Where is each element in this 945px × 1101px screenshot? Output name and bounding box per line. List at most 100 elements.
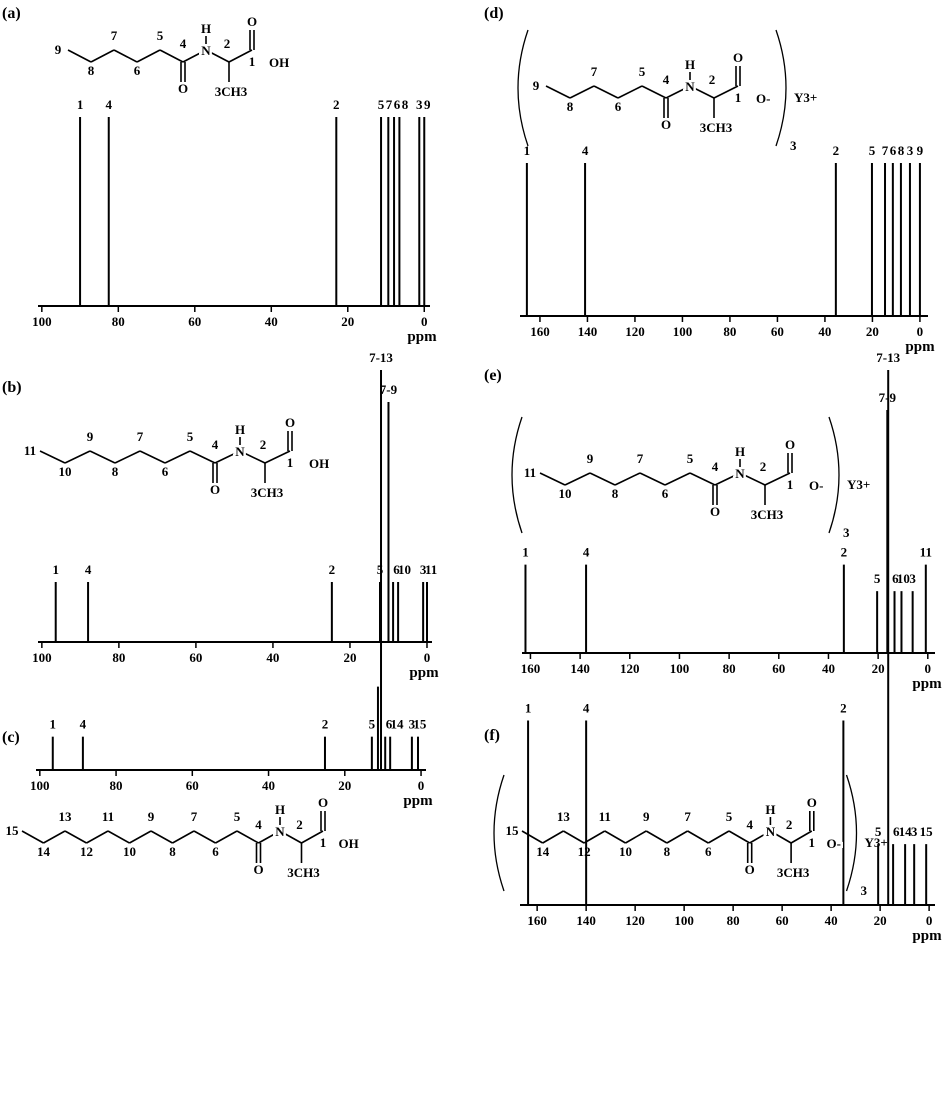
atom-number: 11 [102, 809, 114, 824]
peak-label: 6 [393, 562, 400, 577]
bond [159, 49, 184, 63]
bond [617, 85, 643, 99]
bond [21, 830, 44, 844]
x-tick-label: 20 [872, 661, 885, 676]
atom-number: 5 [157, 28, 164, 43]
atom-number: 11 [24, 443, 36, 458]
x-tick-label: 140 [578, 324, 598, 339]
peak-label: 10 [897, 571, 910, 586]
atom-number: 12 [578, 844, 591, 859]
bond [749, 830, 771, 844]
x-tick-label: 120 [620, 661, 640, 676]
peak-label: 5 [378, 97, 385, 112]
atom-label: OH [269, 55, 289, 70]
peak-label: 15 [920, 824, 934, 839]
bond [562, 830, 585, 844]
peak-label: 6 [386, 717, 393, 732]
x-tick-label: 140 [570, 661, 590, 676]
peak-label: 6 [892, 571, 899, 586]
peak-label: 6 [890, 143, 897, 158]
bond [150, 830, 173, 844]
x-tick-label: 100 [673, 324, 693, 339]
atom-label: O [733, 50, 743, 65]
atom-number: 7 [137, 429, 144, 444]
x-tick-label: 100 [32, 314, 52, 329]
x-tick-label: 120 [625, 324, 645, 339]
counterion: Y3+ [847, 477, 870, 492]
bracket [517, 29, 529, 147]
atom-number: 1 [809, 835, 816, 850]
atom-label: 3CH3 [251, 485, 284, 500]
bracket [845, 774, 858, 892]
bond [539, 472, 566, 486]
peak-label: 5 [369, 717, 376, 732]
x-tick-label: 20 [343, 650, 356, 665]
atom-number: 12 [80, 844, 93, 859]
subscript: 3 [790, 138, 797, 153]
bracket [775, 29, 787, 147]
bracket [511, 416, 523, 534]
x-tick-label: 80 [723, 661, 736, 676]
atom-number: 7 [684, 809, 691, 824]
atom-number: 11 [599, 809, 611, 824]
x-tick-label: 0 [917, 324, 924, 339]
peak-label: 3 [909, 571, 916, 586]
peak-label: 4 [582, 143, 589, 158]
atom-label: 3CH3 [215, 84, 248, 99]
x-tick-label: 80 [112, 650, 125, 665]
bond [665, 85, 691, 99]
peak-label: 3 [911, 824, 918, 839]
x-tick-label: 140 [576, 913, 596, 928]
bond [764, 472, 791, 486]
atom-number: 8 [88, 63, 95, 78]
peak-label: 5 [874, 571, 881, 586]
peak-label: 1 [52, 562, 59, 577]
counterion: Y3+ [794, 90, 817, 105]
atom-label: 3CH3 [777, 865, 810, 880]
atom-label: O [710, 504, 720, 519]
x-tick-label: 60 [772, 661, 785, 676]
x-tick-label: 100 [670, 661, 690, 676]
atom-number: 9 [643, 809, 650, 824]
bond [542, 830, 564, 844]
x-axis-label: ppm [409, 665, 439, 681]
atom-label: H [765, 802, 775, 817]
peak-label: 7-9 [380, 382, 398, 397]
atom-number: 6 [615, 99, 622, 114]
x-tick-label: 160 [521, 661, 541, 676]
bond [604, 830, 626, 844]
atom-number: 10 [619, 844, 632, 859]
atom-number: 8 [169, 844, 176, 859]
bond [707, 830, 730, 844]
atom-number: 5 [687, 451, 694, 466]
peak-label: 14 [899, 824, 913, 839]
atom-label: OH [309, 456, 329, 471]
peak-label: 8 [898, 143, 905, 158]
x-tick-label: 60 [188, 314, 201, 329]
bond [214, 450, 241, 464]
peak-label: 4 [583, 545, 590, 560]
atom-number: 9 [55, 42, 62, 57]
atom-number: 7 [191, 809, 198, 824]
peak-label: 1 [522, 545, 529, 560]
bond [90, 49, 115, 63]
bond [769, 830, 792, 844]
atom-number: 4 [712, 459, 719, 474]
atom-label: O [785, 437, 795, 452]
bond [666, 830, 689, 844]
bond [790, 830, 813, 844]
bond [67, 49, 92, 63]
peak-label: 7 [882, 143, 889, 158]
atom-label: OH [339, 836, 359, 851]
x-tick-label: 40 [265, 314, 278, 329]
atom-label: O [661, 117, 671, 132]
x-axis-label: ppm [912, 676, 942, 692]
x-tick-label: 40 [825, 913, 838, 928]
atom-number: 2 [709, 72, 716, 87]
atom-number: 8 [612, 486, 619, 501]
atom-number: 14 [536, 844, 550, 859]
x-tick-label: 100 [674, 913, 694, 928]
x-tick-label: 20 [341, 314, 354, 329]
bond [205, 49, 230, 63]
peak-label: 7 [386, 97, 393, 112]
